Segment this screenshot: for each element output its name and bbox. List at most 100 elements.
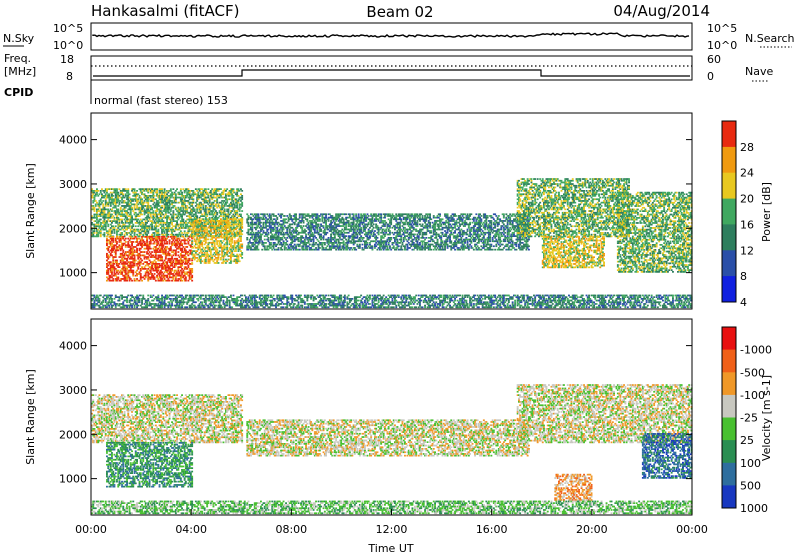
heatmap-cell [110, 227, 112, 229]
heatmap-cell [147, 215, 149, 217]
heatmap-cell [161, 205, 163, 207]
heatmap-cell [144, 209, 146, 211]
freq-trace [93, 70, 690, 76]
rti-plot: Hankasalmi (fitACF) Beam 02 04/Aug/2014 … [0, 0, 800, 554]
heatmap-cell [164, 230, 166, 232]
heatmap-cell [136, 220, 138, 222]
heatmap-cell [95, 200, 97, 202]
heatmap-cell [127, 212, 129, 214]
heatmap-cell [137, 225, 139, 227]
heatmap-cell [96, 214, 98, 216]
heatmap-cell [170, 197, 172, 199]
heatmap-cell [127, 195, 129, 197]
heatmap-cell [166, 220, 168, 222]
heatmap-cell [175, 207, 177, 209]
heatmap-cell [144, 200, 146, 202]
heatmap-cell [107, 224, 109, 226]
heatmap-cell [149, 225, 151, 227]
heatmap-cell [94, 209, 96, 211]
heatmap-cell [111, 217, 113, 219]
heatmap-cell [172, 219, 174, 221]
heatmap-cell [130, 205, 132, 207]
heatmap-cell [151, 220, 153, 222]
heatmap-cell [161, 207, 163, 209]
heatmap-cell [147, 200, 149, 202]
heatmap-cell [124, 219, 126, 221]
heatmap-cell [165, 212, 167, 214]
heatmap-cell [125, 215, 127, 217]
heatmap-cell [134, 232, 136, 234]
heatmap-cell [125, 222, 127, 224]
heatmap-cell [152, 204, 154, 206]
heatmap-cell [175, 209, 177, 211]
heatmap-cell [139, 236, 141, 238]
heatmap-cell [169, 225, 171, 227]
heatmap-cell [175, 193, 177, 195]
heatmap-cell [116, 234, 118, 236]
heatmap-cell [157, 204, 159, 206]
heatmap-cell [107, 232, 109, 234]
heatmap-cell [96, 230, 98, 232]
heatmap-cell [105, 193, 107, 195]
heatmap-cell [159, 234, 161, 236]
heatmap-cell [127, 190, 129, 192]
heatmap-cell [112, 204, 114, 206]
heatmap-cell [147, 202, 149, 204]
heatmap-cell [121, 212, 123, 214]
heatmap-cell [96, 217, 98, 219]
heatmap-cell [152, 212, 154, 214]
heatmap-cell [144, 190, 146, 192]
heatmap-cell [137, 219, 139, 221]
heatmap-cell [104, 219, 106, 221]
heatmap-cell [114, 229, 116, 231]
heatmap-cell [105, 198, 107, 200]
heatmap-cell [107, 219, 109, 221]
heatmap-cell [121, 210, 123, 212]
heatmap-cell [111, 209, 113, 211]
heatmap-cell [135, 192, 137, 194]
heatmap-cell [99, 220, 101, 222]
heatmap-cell [167, 229, 169, 231]
heatmap-cell [157, 225, 159, 227]
heatmap-cell [149, 210, 151, 212]
heatmap-cell [127, 188, 129, 190]
cpid-label: CPID [4, 86, 33, 99]
heatmap-cell [124, 224, 126, 226]
nave-label: Nave [745, 65, 773, 78]
heatmap-cell [140, 190, 142, 192]
heatmap-cell [116, 215, 118, 217]
heatmap-cell [134, 234, 136, 236]
heatmap-cell [149, 198, 151, 200]
heatmap-cell [174, 192, 176, 194]
heatmap-cell [137, 204, 139, 206]
heatmap-cell [159, 205, 161, 207]
heatmap-cell [129, 232, 131, 234]
heatmap-cell [171, 232, 173, 234]
heatmap-cell [126, 217, 128, 219]
heatmap-cell [111, 232, 113, 234]
heatmap-cell [106, 236, 108, 238]
heatmap-cell [175, 202, 177, 204]
heatmap-cell [155, 198, 157, 200]
heatmap-cell [94, 198, 96, 200]
heatmap-cell [94, 232, 96, 234]
heatmap-cell [147, 190, 149, 192]
heatmap-cell [105, 229, 107, 231]
heatmap-cell [172, 210, 174, 212]
heatmap-cell [175, 227, 177, 229]
heatmap-cell [169, 207, 171, 209]
heatmap-cell [139, 220, 141, 222]
heatmap-cell [121, 192, 123, 194]
nsky-label: N.Sky [3, 32, 35, 45]
heatmap-cell [167, 234, 169, 236]
heatmap-cell [175, 225, 177, 227]
heatmap-cell [161, 190, 163, 192]
heatmap-cell [126, 234, 128, 236]
heatmap-cell [114, 230, 116, 232]
heatmap-cell [100, 230, 102, 232]
heatmap-cell [152, 215, 154, 217]
heatmap-cell [117, 210, 119, 212]
heatmap-cell [147, 230, 149, 232]
heatmap-cell [139, 230, 141, 232]
heatmap-cell [160, 227, 162, 229]
